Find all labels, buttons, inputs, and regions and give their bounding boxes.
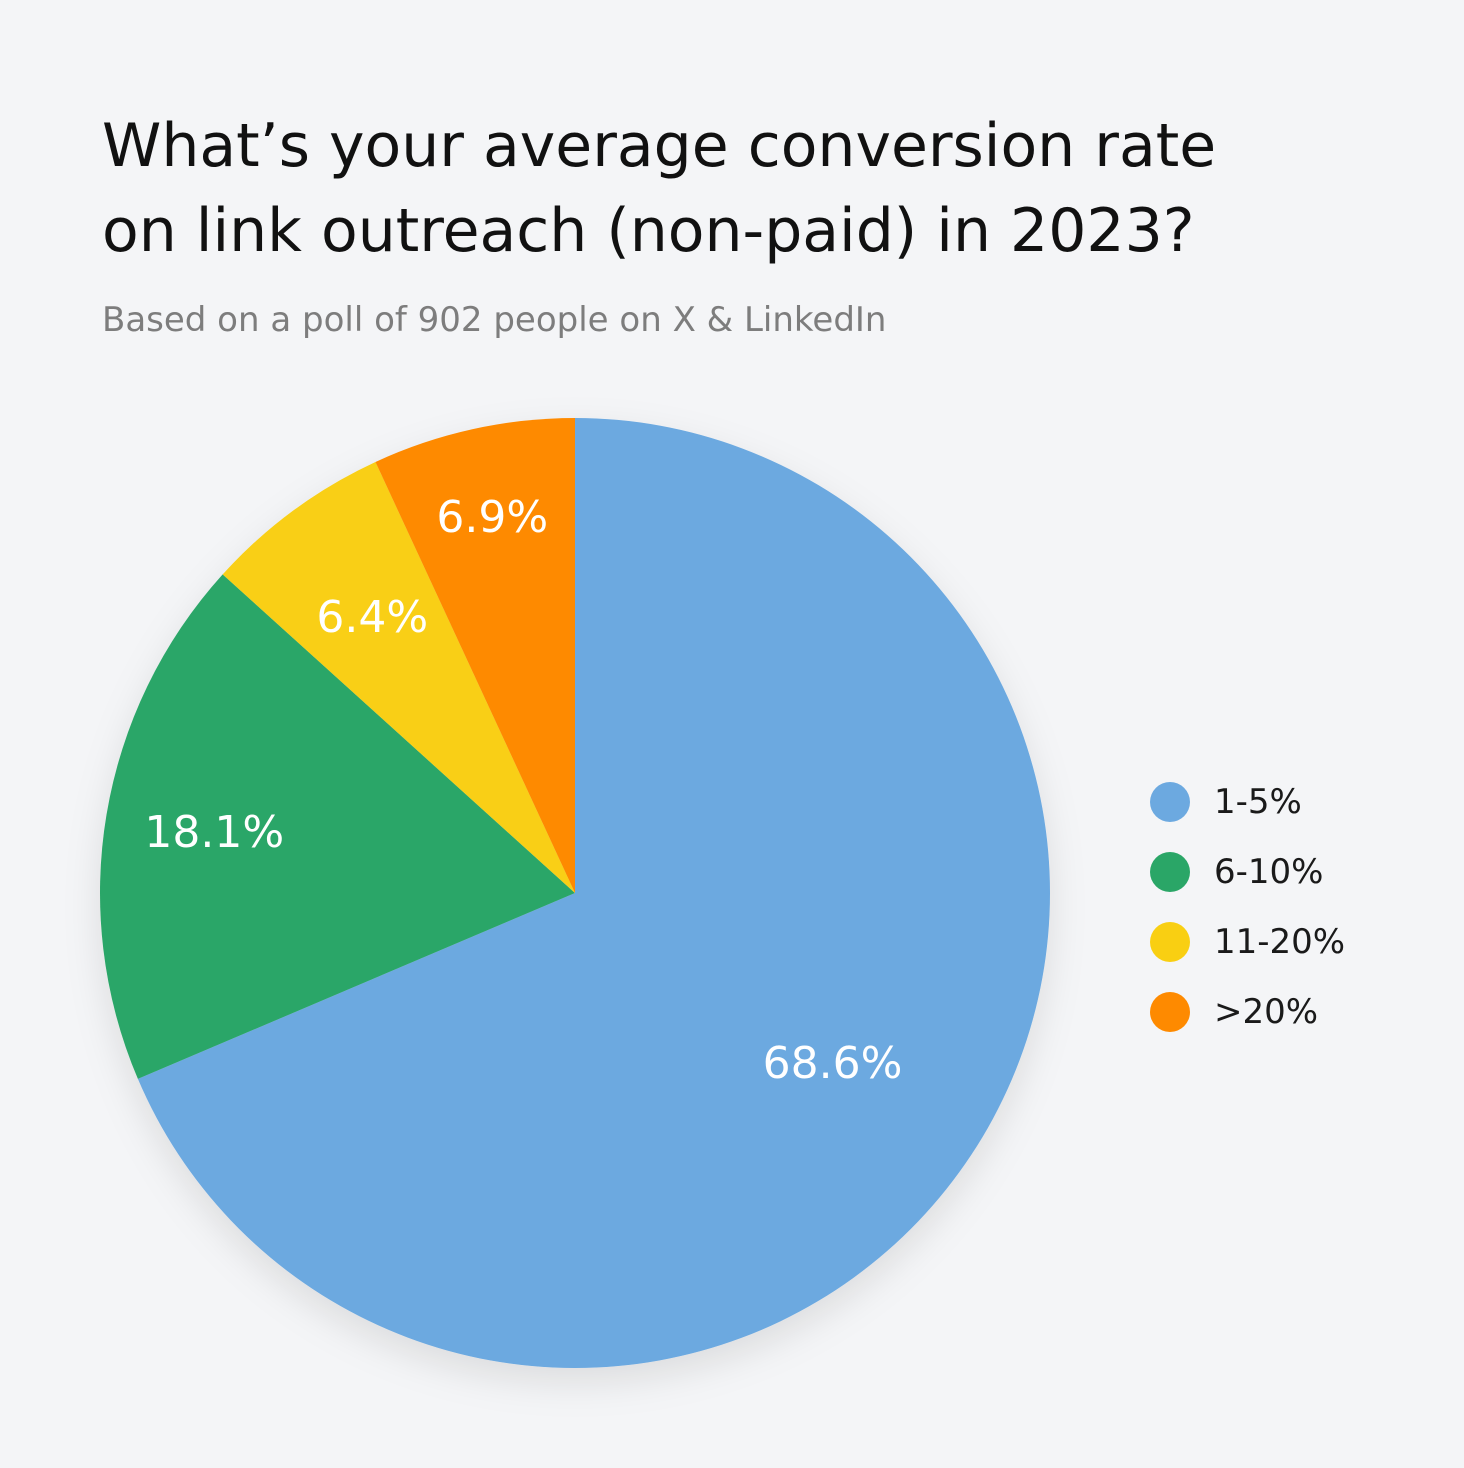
pie-slice-label-2: 18.1% — [144, 807, 284, 858]
legend-swatch-icon — [1150, 992, 1190, 1032]
chart-legend: 1-5% 6-10% 11-20% >20% — [1150, 767, 1345, 1047]
pie-slice-label-3: 6.4% — [316, 592, 428, 643]
pie-slice-1 — [137, 418, 1050, 1368]
legend-label: 1-5% — [1214, 782, 1302, 822]
legend-label: 11-20% — [1214, 922, 1346, 962]
legend-label: >20% — [1214, 992, 1319, 1032]
chart-subtitle: Based on a poll of 902 people on X & Lin… — [102, 300, 887, 340]
legend-item: >20% — [1150, 977, 1345, 1047]
chart-title: What’s your average conversion rate on l… — [102, 104, 1402, 274]
legend-item: 6-10% — [1150, 837, 1345, 907]
legend-swatch-icon — [1150, 852, 1190, 892]
pie-slice-label-4: 6.9% — [436, 492, 548, 543]
pie-slice-3 — [222, 461, 575, 893]
pie-slice-labels: 68.6% 18.1% 6.4%6.9% — [144, 492, 902, 1089]
legend-item: 11-20% — [1150, 907, 1345, 977]
chart-title-line-2: on link outreach (non-paid) in 2023? — [102, 196, 1195, 266]
pie-slice-2 — [100, 574, 575, 1079]
pie-slice-label-1: 68.6% — [763, 1038, 903, 1089]
pie-slice-4 — [375, 418, 575, 893]
chart-title-line-1: What’s your average conversion rate — [102, 111, 1217, 181]
legend-item: 1-5% — [1150, 767, 1345, 837]
legend-swatch-icon — [1150, 922, 1190, 962]
pie-slices — [100, 418, 1050, 1368]
legend-label: 6-10% — [1214, 852, 1324, 892]
legend-swatch-icon — [1150, 782, 1190, 822]
